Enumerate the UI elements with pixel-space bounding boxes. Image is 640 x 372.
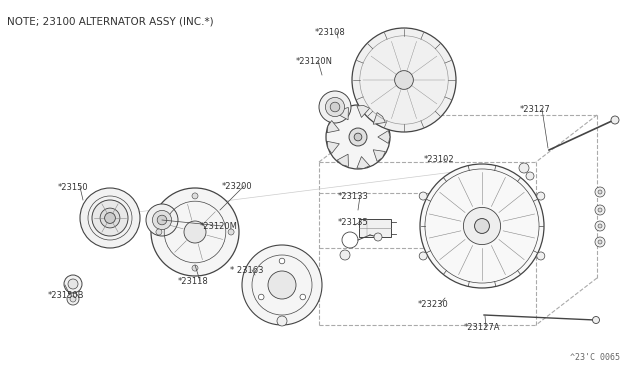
Circle shape [463, 208, 500, 245]
Circle shape [100, 208, 120, 228]
Text: *23127A: *23127A [464, 323, 500, 332]
Circle shape [228, 229, 234, 235]
Circle shape [352, 28, 456, 132]
Text: *23133: *23133 [338, 192, 369, 201]
Text: *23150: *23150 [58, 183, 88, 192]
Circle shape [595, 187, 605, 197]
Polygon shape [357, 106, 370, 118]
Circle shape [64, 275, 82, 293]
Circle shape [146, 204, 178, 236]
Circle shape [68, 279, 78, 289]
Text: *23230: *23230 [418, 300, 449, 309]
Circle shape [157, 215, 167, 225]
Circle shape [419, 252, 427, 260]
Text: *23118: *23118 [178, 277, 209, 286]
Text: *23150B: *23150B [48, 291, 84, 300]
Text: *23120M: *23120M [200, 222, 238, 231]
Text: * 23163: * 23163 [230, 266, 264, 275]
Circle shape [598, 224, 602, 228]
Circle shape [595, 237, 605, 247]
Circle shape [80, 188, 140, 248]
Circle shape [598, 240, 602, 244]
Circle shape [593, 317, 600, 324]
Circle shape [184, 221, 206, 243]
Circle shape [330, 102, 340, 112]
Circle shape [374, 233, 382, 241]
Polygon shape [327, 121, 339, 133]
Circle shape [259, 294, 264, 300]
Circle shape [326, 105, 390, 169]
Circle shape [242, 245, 322, 325]
Text: *23108: *23108 [315, 28, 346, 37]
Polygon shape [378, 131, 390, 144]
Circle shape [325, 97, 344, 116]
Text: *23120N: *23120N [296, 57, 333, 66]
Polygon shape [357, 157, 370, 169]
Circle shape [611, 116, 619, 124]
Polygon shape [373, 113, 385, 124]
Circle shape [598, 208, 602, 212]
Polygon shape [337, 154, 348, 167]
Circle shape [156, 229, 162, 235]
Polygon shape [337, 108, 348, 120]
Text: NOTE; 23100 ALTERNATOR ASSY (INC.*): NOTE; 23100 ALTERNATOR ASSY (INC.*) [7, 16, 214, 26]
Circle shape [277, 316, 287, 326]
Circle shape [595, 205, 605, 215]
Circle shape [349, 128, 367, 146]
Circle shape [92, 200, 128, 236]
Circle shape [152, 211, 172, 230]
Circle shape [419, 192, 427, 200]
Circle shape [420, 164, 544, 288]
Circle shape [192, 193, 198, 199]
Circle shape [595, 221, 605, 231]
Circle shape [104, 213, 115, 224]
Circle shape [192, 265, 198, 271]
Circle shape [319, 91, 351, 123]
Circle shape [279, 258, 285, 264]
Circle shape [300, 294, 305, 300]
Circle shape [519, 163, 529, 173]
Circle shape [395, 71, 413, 89]
Text: *23127: *23127 [520, 105, 551, 114]
Polygon shape [327, 141, 339, 153]
Circle shape [537, 192, 545, 200]
Text: *23135: *23135 [338, 218, 369, 227]
Text: ^23'C 0065: ^23'C 0065 [570, 353, 620, 362]
Text: *23200: *23200 [222, 182, 253, 191]
Circle shape [526, 172, 534, 180]
Polygon shape [373, 150, 385, 161]
Text: *23102: *23102 [424, 155, 454, 164]
Circle shape [151, 188, 239, 276]
Circle shape [268, 271, 296, 299]
Circle shape [70, 296, 76, 302]
Circle shape [354, 133, 362, 141]
Circle shape [537, 252, 545, 260]
Circle shape [340, 250, 350, 260]
Bar [359, 219, 391, 237]
Circle shape [475, 219, 490, 234]
Circle shape [67, 293, 79, 305]
Circle shape [598, 190, 602, 194]
